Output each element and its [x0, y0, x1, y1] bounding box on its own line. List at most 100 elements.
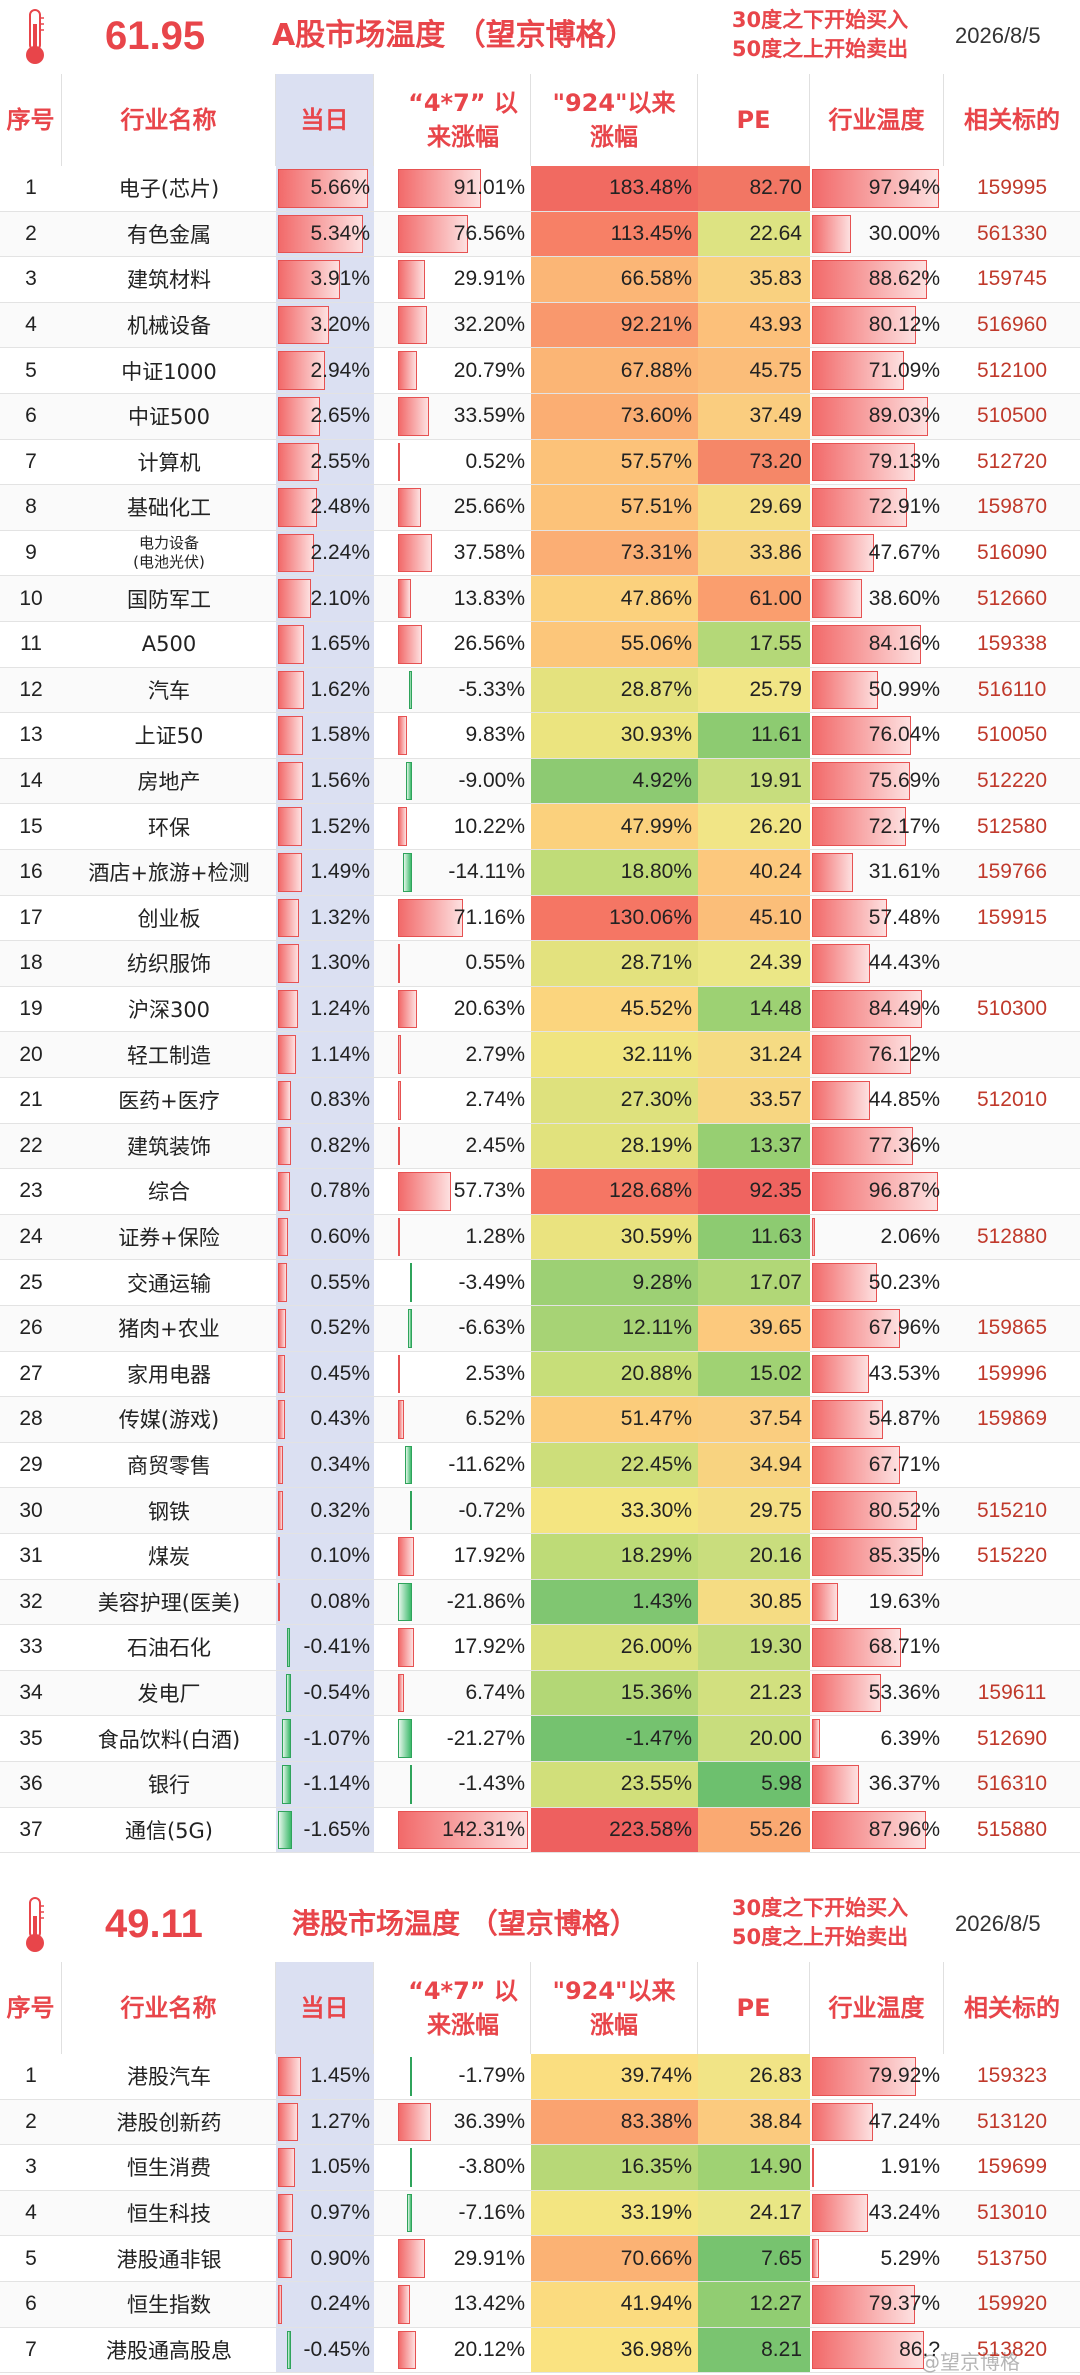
return-47-bar — [398, 1810, 528, 1850]
industry-temperature: 57.48% — [810, 896, 944, 941]
cell-text: 0.83% — [310, 1088, 370, 1112]
cell-text: 18.29% — [620, 1544, 692, 1568]
industry-name: 机械设备 — [62, 303, 276, 348]
industry-temperature: 80.52% — [810, 1488, 944, 1533]
cell-text: 纺织服饰 — [127, 952, 211, 977]
cell-text: 516090 — [976, 541, 1048, 565]
industry-temperature: 36.37% — [810, 1762, 944, 1807]
cell-text: 恒生消费 — [127, 2156, 211, 2181]
industry-name: 港股汽车 — [62, 2054, 276, 2099]
day-change: 1.24% — [276, 986, 374, 1032]
return-since-924: 39.74% — [531, 2054, 698, 2099]
cell-text: -0.72% — [458, 1498, 525, 1522]
cell-text: 128.68% — [609, 1179, 692, 1203]
pe-value: 37.49 — [698, 394, 810, 439]
cell-text: 44.43% — [868, 951, 940, 975]
return-since-924: 1.43% — [531, 1579, 698, 1625]
pe-value: 11.63 — [698, 1214, 810, 1260]
day-change-bar — [278, 579, 312, 618]
return-since-47: 1.28% — [396, 1215, 531, 1260]
cell-text: 16 — [19, 860, 43, 884]
cell-text: 89.03% — [868, 404, 940, 428]
temperature-bar — [812, 442, 915, 482]
cell-text: 47.67% — [868, 541, 940, 565]
a-share-section: 61.95 A股市场温度 （望京博格） 30度之下开始买入 50度之上开始卖出 … — [0, 6, 1080, 1854]
return-47-bar — [398, 1081, 401, 1120]
table-row: 26 猪肉+农业 0.52% -6.63% 12.11% 39.65 67.96% 15986… — [0, 1306, 1080, 1352]
cell-text: 83.38% — [620, 2109, 692, 2133]
cell-text: 159766 — [976, 860, 1048, 884]
table-row: 30 钢铁 0.32% -0.72% 33.30% 29.75 80.52% 515210 — [0, 1488, 1080, 1534]
day-change: 2.48% — [276, 485, 374, 530]
return-since-47: -0.72% — [396, 1488, 531, 1533]
day-change-bar — [278, 305, 329, 345]
return-since-47: -3.80% — [396, 2145, 531, 2190]
related-ticker: 159869 — [944, 1397, 1080, 1442]
return-since-924: 36.98% — [531, 2327, 698, 2373]
cell-text: 73.31% — [620, 541, 692, 565]
row-number: 7 — [0, 2328, 62, 2373]
pe-value: 34.94 — [698, 1442, 810, 1488]
cell-text: 建筑材料 — [127, 268, 211, 293]
pe-value: 15.02 — [698, 1351, 810, 1397]
cell-text: 11 — [20, 632, 42, 656]
temperature-bar — [812, 1309, 901, 1348]
row-number: 1 — [0, 2054, 62, 2099]
day-change: 1.62% — [276, 667, 374, 713]
industry-temperature: 76.04% — [810, 713, 944, 758]
cell-text: 516960 — [976, 313, 1048, 337]
industry-name: 猪肉+农业 — [62, 1306, 276, 1351]
rule-text: 30度之下开始买入 50度之上开始卖出 — [720, 1894, 920, 1952]
cell-text: 12.11% — [622, 1316, 692, 1340]
pe-value: 35.83 — [698, 257, 810, 302]
temperature-bar — [812, 260, 928, 299]
return-since-47: -3.49% — [396, 1260, 531, 1305]
cell-text: 84.16% — [868, 632, 940, 656]
related-ticker: 159996 — [944, 1352, 1080, 1397]
pe-value: 29.75 — [698, 1488, 810, 1533]
temperature-bar — [812, 989, 922, 1029]
header-r924: "924"以来涨幅 — [531, 74, 698, 166]
industry-name: 上证50 — [62, 713, 276, 758]
table-row: 16 酒店+旅游+检测 1.49% -14.11% 18.80% 40.24 31.61% 1… — [0, 850, 1080, 896]
cell-text: 0.90% — [310, 2246, 370, 2270]
table-row: 35 食品饮料(白酒) -1.07% -21.27% -1.47% 20.00 6.39% 5… — [0, 1716, 1080, 1762]
industry-temperature: 89.03% — [810, 394, 944, 439]
return-since-924: 47.99% — [531, 804, 698, 849]
table-row: 6 中证500 2.65% 33.59% 73.60% 37.49 89.03% 510500 — [0, 394, 1080, 440]
return-since-47: 13.83% — [396, 576, 531, 621]
return-47-bar — [404, 1445, 412, 1485]
cell-text: 512010 — [976, 1088, 1048, 1112]
cell-text: 1.58% — [310, 723, 370, 747]
return-47-bar — [398, 2330, 417, 2370]
return-since-924: 12.11% — [531, 1306, 698, 1351]
rule-text: 30度之下开始买入 50度之上开始卖出 — [720, 6, 920, 64]
day-change-bar — [278, 351, 325, 390]
industry-name: 有色金属 — [62, 212, 276, 257]
day-change-bar — [278, 488, 318, 527]
cell-text: 29.91% — [453, 267, 525, 291]
cell-text: 159869 — [976, 1407, 1048, 1431]
cell-text: 91.01% — [453, 176, 525, 200]
return-since-47: 142.31% — [396, 1808, 531, 1853]
table-row: 37 通信(5G) -1.65% 142.31% 223.58% 55.26 87.96% 5… — [0, 1807, 1080, 1854]
return-since-924: 4.92% — [531, 758, 698, 804]
cell-text: 0.55% — [310, 1270, 370, 1294]
cell-text: 港股创新药 — [116, 2110, 222, 2135]
row-number: 29 — [0, 1443, 62, 1488]
cell-text: 15.36% — [620, 1681, 692, 1705]
return-47-bar — [398, 488, 422, 527]
cell-text: 创业板 — [137, 906, 201, 931]
industry-name: 食品饮料(白酒) — [62, 1716, 276, 1761]
cell-text: 3.20% — [310, 313, 370, 337]
industry-name: 中证500 — [62, 394, 276, 439]
return-since-47: 29.91% — [396, 257, 531, 302]
cell-text: 1.27% — [310, 2109, 370, 2133]
cell-text: -6.63% — [458, 1316, 525, 1340]
cell-text: 0.45% — [310, 1361, 370, 1385]
cell-text: 50.99% — [868, 677, 940, 701]
header-ticker: 相关标的 — [964, 106, 1060, 134]
return-since-924: 33.30% — [531, 1488, 698, 1533]
cell-text: -3.80% — [458, 2155, 525, 2179]
temperature-bar — [812, 1582, 838, 1622]
